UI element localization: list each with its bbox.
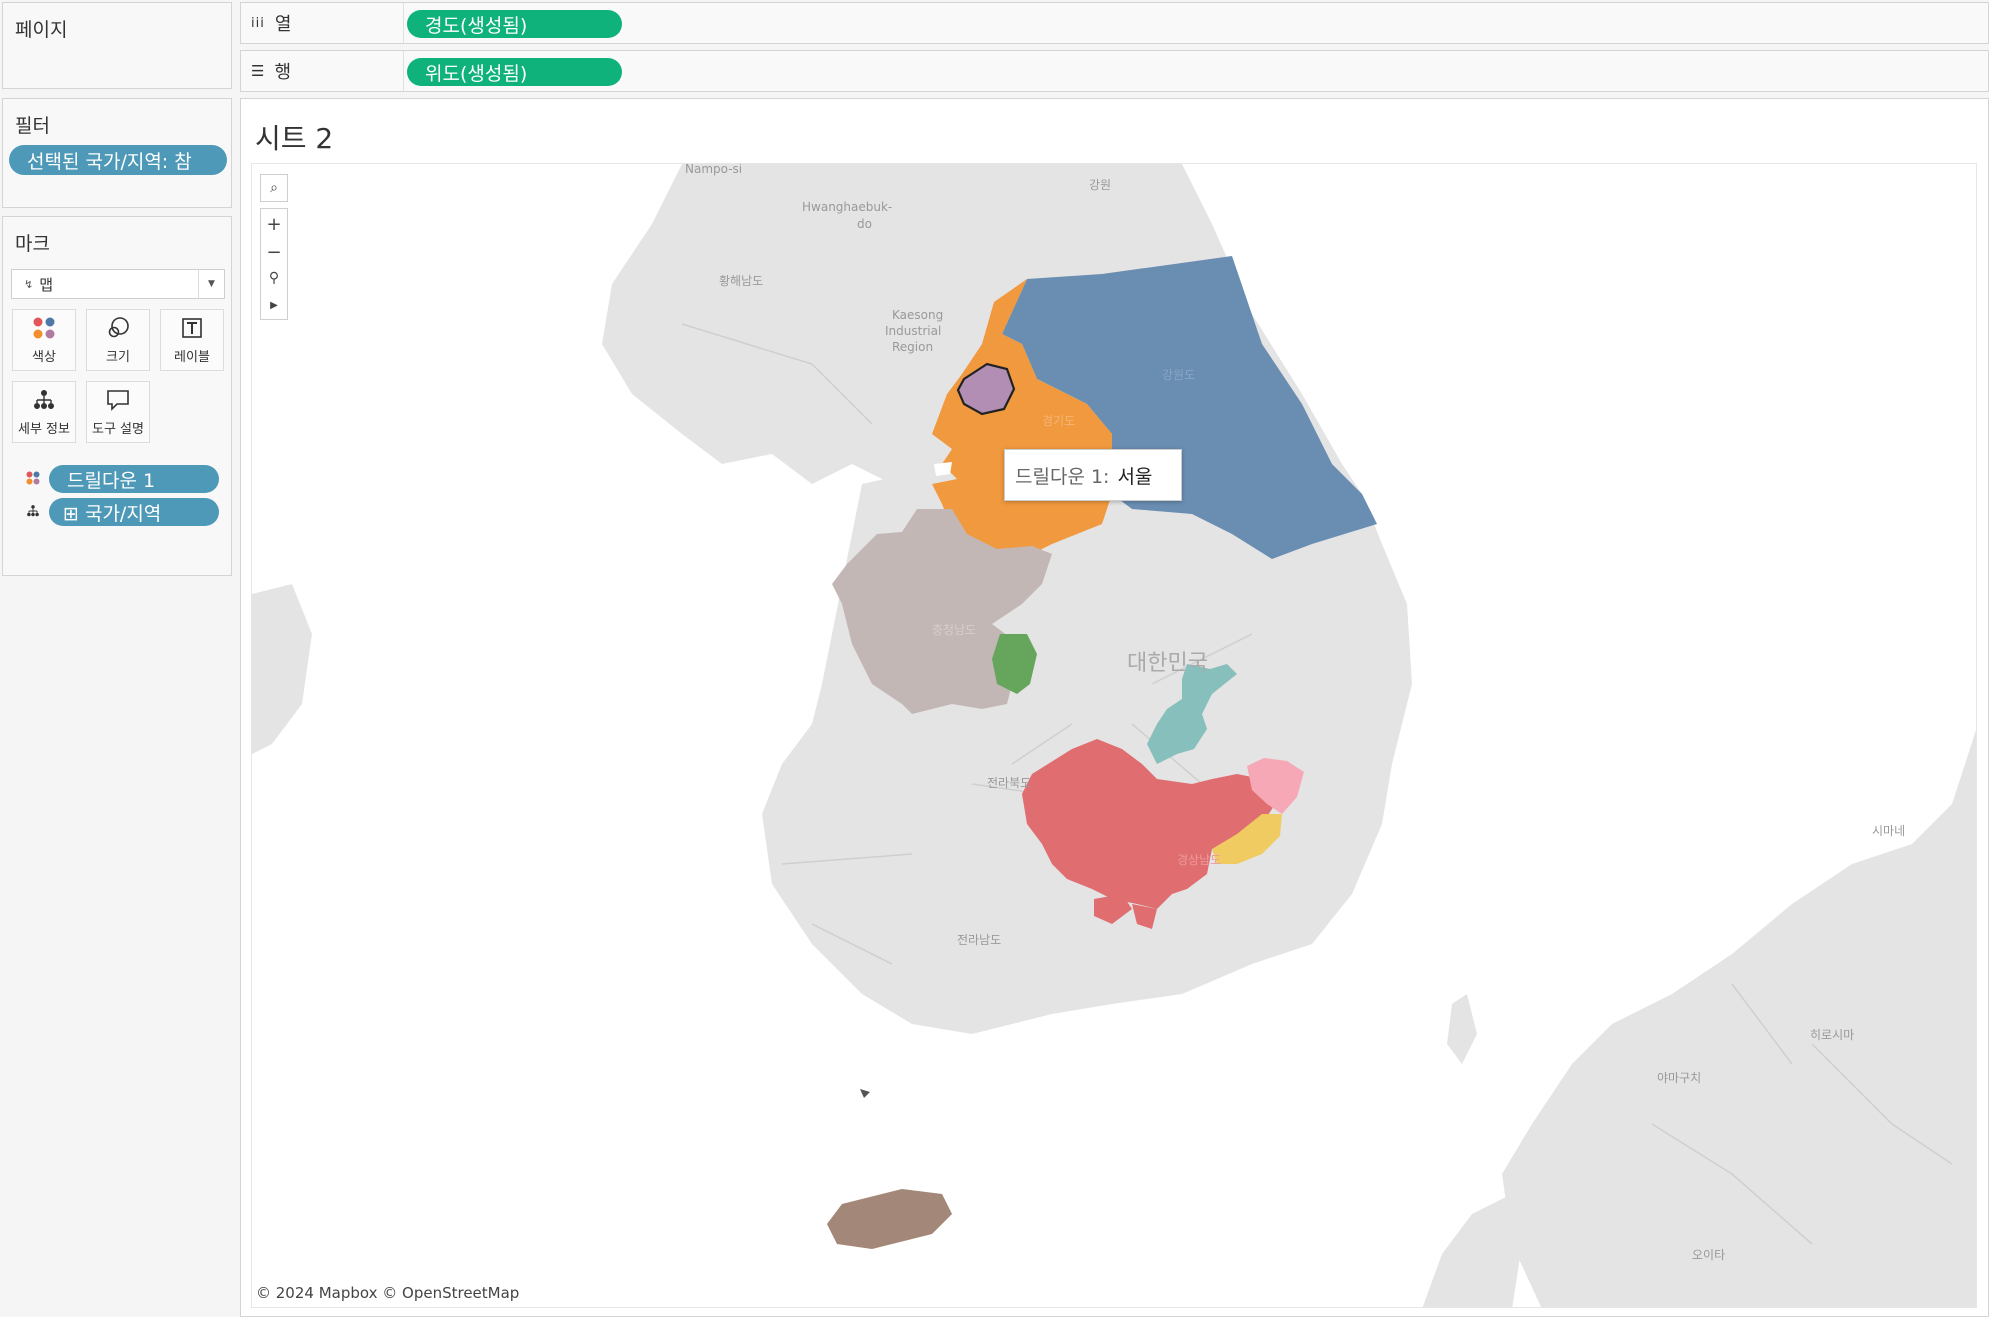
pin-icon[interactable]: ⚲ xyxy=(268,270,280,286)
japan-land xyxy=(1502,730,1976,1307)
search-icon[interactable]: ⌕ xyxy=(270,180,278,196)
japan-prefecture-lines xyxy=(1651,983,1953,1245)
tooltip-icon xyxy=(107,389,129,411)
filter-pill-selected-country[interactable]: 선택된 국가/지역: 참 xyxy=(9,145,227,175)
map-attribution[interactable]: © 2024 Mapbox © OpenStreetMap xyxy=(256,1284,520,1302)
map-label-oita: 오이타 xyxy=(1692,1248,1726,1262)
region-ulsan xyxy=(1247,758,1304,814)
columns-label: 열 xyxy=(274,14,292,35)
map-label-kaesong-2: Industrial xyxy=(885,324,942,338)
latitude-pill[interactable]: 위도(생성됨) xyxy=(407,58,622,86)
map-label-hwanghaenam: 황해남도 xyxy=(719,274,764,288)
map-label-kaesong-1: Kaesong xyxy=(892,308,944,322)
map-mark-icon: ↯ xyxy=(24,277,34,291)
region-gyeongbuk xyxy=(1147,664,1237,764)
size-button-label: 크기 xyxy=(106,349,130,365)
sheet-title: 시트 2 xyxy=(255,122,334,155)
small-islet xyxy=(860,1089,870,1098)
longitude-pill[interactable]: 경도(생성됨) xyxy=(407,10,622,38)
marks-panel: 마크 ↯ 맵 ▼ 색상 크기 레이블 세부 정보 xyxy=(2,216,232,576)
map-label-jeonnam: 전라남도 xyxy=(957,933,1002,947)
detail-field-icon xyxy=(27,505,39,517)
columns-divider xyxy=(403,3,404,43)
chevron-down-icon: ▼ xyxy=(198,270,224,298)
region-seoul xyxy=(956,362,1016,416)
columns-label-group: iii 열 xyxy=(251,3,291,43)
map-label-gangwon-nk: 강원 xyxy=(1089,178,1112,192)
columns-shelf: iii 열 경도(생성됨) xyxy=(240,2,1989,44)
rows-label: 행 xyxy=(274,62,292,83)
sheet-area: 시트 2 xyxy=(240,98,1989,1317)
map-label-yamaguchi: 야마구치 xyxy=(1657,1071,1702,1085)
map-canvas xyxy=(252,164,1976,1307)
map-search-control[interactable]: ⌕ xyxy=(260,174,288,202)
region-gyeongnam-islands xyxy=(1094,894,1157,929)
rows-shelf: ☰ 행 위도(생성됨) xyxy=(240,50,1989,92)
mark-type-label: 맵 xyxy=(39,275,54,294)
color-icon xyxy=(33,317,55,338)
map-label-korea: 대한민국 xyxy=(1127,651,1208,676)
rows-label-group: ☰ 행 xyxy=(251,51,291,91)
tooltip-key: 드릴다운 1: xyxy=(1015,465,1110,488)
size-icon xyxy=(108,316,129,337)
region-sejong xyxy=(992,634,1037,694)
filters-panel: 필터 선택된 국가/지역: 참 xyxy=(2,98,232,208)
color-field-pill[interactable]: 드릴다운 1 xyxy=(49,465,219,493)
china-coast-land xyxy=(252,584,312,754)
map-label-jeonbuk: 전라북도 xyxy=(987,776,1032,790)
map-label-nampo: Nampo-si xyxy=(685,163,743,176)
region-jeju xyxy=(827,1189,952,1249)
detail-button-label: 세부 정보 xyxy=(18,421,70,437)
region-gangwon xyxy=(1002,256,1377,559)
region-gyeongnam xyxy=(1022,739,1282,909)
map-view[interactable]: Nampo-si 강원 Hwanghaebuk- do 황해남도 Kaesong… xyxy=(251,163,1977,1308)
tsushima-land xyxy=(1447,994,1477,1064)
map-label-gyeongnam: 경상남도 xyxy=(1177,853,1222,867)
tooltip-button[interactable]: 도구 설명 xyxy=(86,381,150,443)
map-label-gangwon: 강원도 xyxy=(1162,368,1196,382)
region-busan xyxy=(1212,814,1282,864)
map-label-hwanghaebuk-1: Hwanghaebuk- xyxy=(802,200,893,214)
tooltip-button-label: 도구 설명 xyxy=(92,421,144,437)
label-button[interactable]: 레이블 xyxy=(160,309,224,371)
size-button[interactable]: 크기 xyxy=(86,309,150,371)
map-tooltip: 드릴다운 1: 서울 xyxy=(1004,449,1182,501)
color-button-label: 색상 xyxy=(32,349,56,365)
detail-button[interactable]: 세부 정보 xyxy=(12,381,76,443)
text-icon xyxy=(182,317,202,338)
zoom-in-icon[interactable]: + xyxy=(266,213,282,235)
detail-field-pill[interactable]: ⊞ 국가/지역 xyxy=(49,498,219,526)
color-field-icon xyxy=(26,471,40,485)
map-label-chungnam: 충청남도 xyxy=(932,623,977,637)
expand-arrow-icon[interactable]: ▶ xyxy=(270,299,278,311)
mark-type-dropdown[interactable]: ↯ 맵 ▼ xyxy=(11,269,225,299)
map-label-hwanghaebuk-2: do xyxy=(857,217,872,231)
tooltip-value: 서울 xyxy=(1117,465,1153,488)
label-button-label: 레이블 xyxy=(174,349,210,365)
north-korea-land xyxy=(602,164,1262,484)
map-label-hiroshima: 히로시마 xyxy=(1810,1028,1855,1042)
marks-title: 마크 xyxy=(15,233,50,255)
detail-icon xyxy=(34,389,54,409)
map-zoom-controls: + − ⚲ ▶ xyxy=(260,208,288,320)
rows-icon: ☰ xyxy=(251,62,265,80)
zoom-out-icon[interactable]: − xyxy=(266,241,282,263)
filters-title: 필터 xyxy=(15,115,50,137)
columns-icon: iii xyxy=(251,15,265,31)
japan-kyushu-land xyxy=(1422,1194,1522,1307)
map-label-shimane: 시마네 xyxy=(1872,824,1906,838)
region-incheon-gap xyxy=(934,462,952,476)
map-label-gyeonggi: 경기도 xyxy=(1042,414,1076,428)
rows-divider xyxy=(403,51,404,91)
map-label-kaesong-3: Region xyxy=(892,340,934,354)
color-button[interactable]: 색상 xyxy=(12,309,76,371)
pages-panel: 페이지 xyxy=(2,2,232,89)
pages-title: 페이지 xyxy=(15,19,68,41)
